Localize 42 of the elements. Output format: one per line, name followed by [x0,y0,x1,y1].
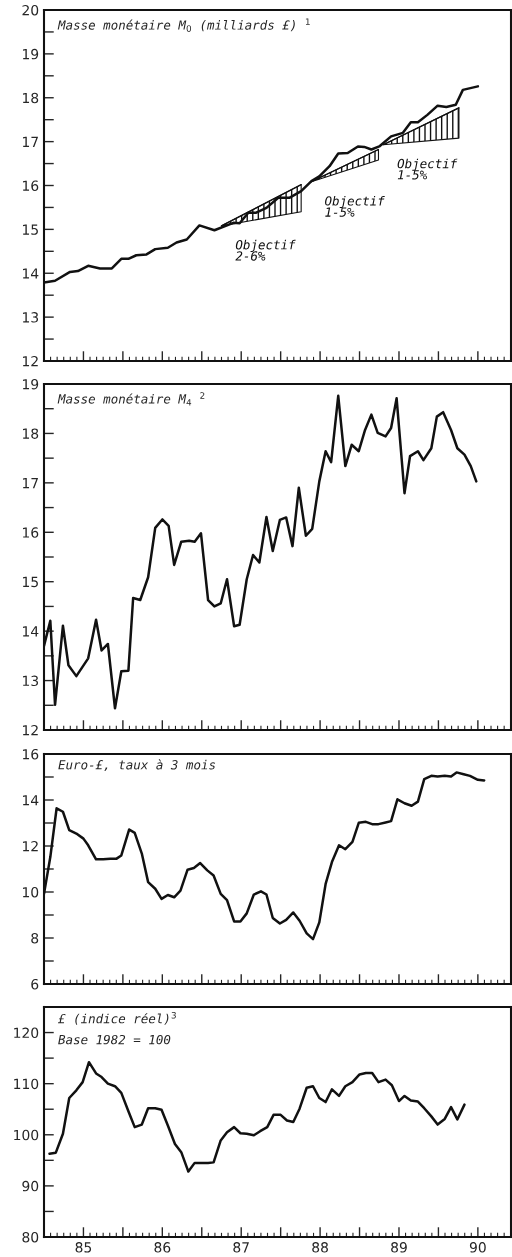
y-tick-label: 15 [22,576,38,588]
y-tick-label: 8 [31,932,39,944]
y-tick-label: 90 [22,1180,39,1192]
y-tick-label: 18 [22,428,39,439]
y-tick-label: 12 [22,355,38,367]
y-tick-label: 14 [22,268,39,279]
y-tick-label: 80 [22,1231,39,1243]
chart-title: Euro-£, taux à 3 mois [58,759,216,772]
y-tick-label: 13 [22,312,39,323]
y-tick-label: 12 [22,840,38,852]
y-tick-label: 17 [22,478,38,489]
y-tick-label: 16 [22,748,39,760]
y-tick-label: 6 [31,978,39,990]
y-tick-label: 18 [22,92,39,104]
series-label: Objectif 1-5% [325,195,385,217]
y-tick-label: 19 [22,48,39,60]
y-tick-label: 19 [22,378,39,390]
y-tick-label: 16 [22,527,39,538]
text: Masse monétaire M$_{4}$ $^{2}$ [57,392,205,406]
series-label: Objectif 1-5% [397,158,458,180]
y-tick-label: 100 [14,1129,39,1141]
y-tick-label: 120 [14,1027,39,1039]
x-tick-label: 88 [312,1242,328,1253]
y-tick-label: 20 [22,4,39,16]
y-tick-label: 15 [22,224,38,235]
y-tick-label: 16 [22,180,39,191]
y-tick-label: 110 [14,1078,39,1090]
y-tick-label: 14 [22,795,39,806]
x-tick-label: 89 [391,1242,407,1253]
x-tick-label: 85 [75,1242,92,1253]
chart-title: Masse monétaire M$_{0}$ (milliards £) $^{1}$ [57,18,310,32]
y-tick-label: 10 [22,886,39,898]
y-tick-label: 13 [22,675,39,687]
series-label: Objectif 2-6% [235,239,296,261]
chart-title: £ (indice réel)$^{3}$ [57,1011,176,1025]
x-tick-label: 87 [233,1242,249,1253]
y-tick-label: 12 [22,724,38,736]
y-tick-label: 14 [22,626,39,637]
x-tick-label: 86 [154,1242,171,1253]
text: Base 1982 = 100 [58,1034,171,1045]
x-tick-label: 90 [469,1242,486,1253]
y-tick-label: 17 [22,136,38,147]
